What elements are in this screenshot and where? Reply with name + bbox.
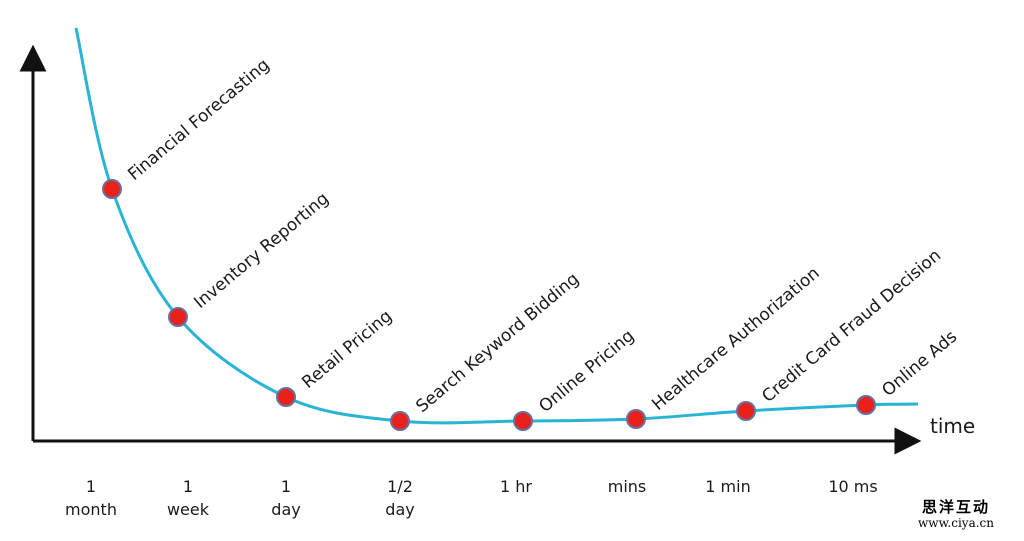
x-tick-label: 1/2 day <box>385 477 414 519</box>
point-label: Inventory Reporting <box>190 189 333 313</box>
x-tick-label: 1 day <box>271 477 300 519</box>
point-label: Credit Card Fraud Decision <box>758 246 945 407</box>
data-point <box>276 387 296 407</box>
data-point <box>626 409 646 429</box>
x-tick-label: 1 month <box>65 477 117 519</box>
data-point <box>736 401 756 421</box>
data-point <box>102 179 122 199</box>
x-tick-label: 1 week <box>167 477 210 519</box>
watermark-chinese: 思洋互动 <box>922 498 991 516</box>
x-axis-title: time <box>930 414 975 438</box>
data-point <box>856 395 876 415</box>
trend-curve <box>74 27 919 425</box>
x-tick-label: 1 min <box>705 477 750 496</box>
point-label: Financial Forecasting <box>124 55 273 185</box>
watermark: 思洋互动 www.ciya.cn <box>918 499 994 531</box>
x-tick-label: 1 hr <box>500 477 532 496</box>
point-label: Retail Pricing <box>298 306 396 393</box>
point-label: Online Ads <box>878 327 961 401</box>
x-tick-label: mins <box>608 477 647 496</box>
data-point <box>168 307 188 327</box>
point-label: Online Pricing <box>535 326 638 417</box>
watermark-url: www.ciya.cn <box>918 516 994 530</box>
data-point <box>390 411 410 431</box>
data-point <box>513 411 533 431</box>
point-label: Healthcare Authorization <box>648 263 823 415</box>
x-tick-label: 10 ms <box>828 477 877 496</box>
